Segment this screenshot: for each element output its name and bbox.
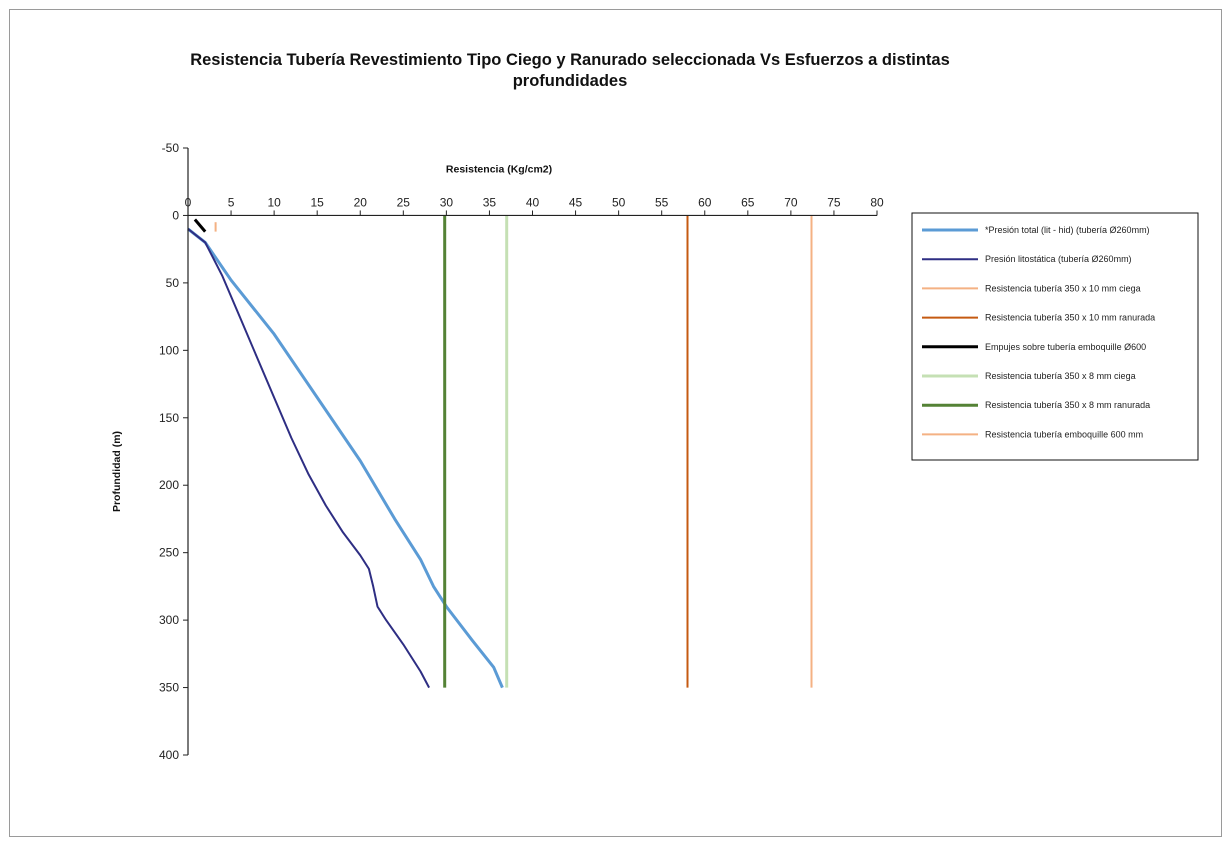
y-tick-label-9: 400 bbox=[159, 748, 179, 762]
y-tick-label-4: 150 bbox=[159, 411, 179, 425]
x-tick-label-1: 5 bbox=[228, 195, 235, 209]
x-tick-label-4: 20 bbox=[354, 195, 368, 209]
chart-title: Resistencia Tubería Revestimiento Tipo C… bbox=[190, 51, 950, 90]
legend-label-4: Empujes sobre tubería emboquille Ø600 bbox=[985, 342, 1146, 352]
x-tick-label-12: 60 bbox=[698, 195, 712, 209]
legend-label-2: Resistencia tubería 350 x 10 mm ciega bbox=[985, 283, 1141, 293]
y-tick-label-0: -50 bbox=[162, 141, 180, 155]
legend-label-1: Presión litostática (tubería Ø260mm) bbox=[985, 254, 1132, 264]
legend-label-6: Resistencia tubería 350 x 8 mm ranurada bbox=[985, 400, 1150, 410]
chart-marks bbox=[187, 215, 813, 689]
series-line-1 bbox=[187, 228, 430, 689]
y-tick-label-6: 250 bbox=[159, 546, 179, 560]
legend-label-3: Resistencia tubería 350 x 10 mm ranurada bbox=[985, 313, 1155, 323]
x-tick-label-0: 0 bbox=[185, 195, 192, 209]
y-tick-label-3: 100 bbox=[159, 343, 179, 357]
x-tick-label-5: 25 bbox=[397, 195, 411, 209]
series-line-0 bbox=[187, 227, 504, 689]
x-tick-label-8: 40 bbox=[526, 195, 540, 209]
y-axis-label: Profundidad (m) bbox=[111, 431, 123, 512]
legend-box bbox=[911, 212, 1199, 461]
y-tick-label-8: 350 bbox=[159, 681, 179, 695]
chart-axes: -50 0 50 100 150 200 250 300 350 400 0 5 10 15 20 25 30 3… bbox=[111, 141, 884, 762]
y-tick-label-1: 0 bbox=[172, 208, 179, 222]
y-tick-label-5: 200 bbox=[159, 478, 179, 492]
chart-legend: *Presión total (lit - hid) (tubería Ø260… bbox=[911, 212, 1199, 461]
x-tick-label-13: 65 bbox=[741, 195, 755, 209]
x-tick-label-11: 55 bbox=[655, 195, 669, 209]
x-tick-label-10: 50 bbox=[612, 195, 626, 209]
legend-label-5: Resistencia tubería 350 x 8 mm ciega bbox=[985, 371, 1136, 381]
x-tick-label-2: 10 bbox=[267, 195, 281, 209]
legend-label-7: Resistencia tubería emboquille 600 mm bbox=[985, 429, 1143, 439]
y-tick-label-2: 50 bbox=[166, 276, 180, 290]
legend-label-0: *Presión total (lit - hid) (tubería Ø260… bbox=[985, 225, 1150, 235]
x-axis-label: Resistencia (Kg/cm2) bbox=[446, 163, 552, 175]
x-tick-label-9: 45 bbox=[569, 195, 583, 209]
x-tick-label-16: 80 bbox=[870, 195, 884, 209]
x-tick-label-14: 70 bbox=[784, 195, 798, 209]
x-tick-label-7: 35 bbox=[483, 195, 497, 209]
x-tick-label-6: 30 bbox=[440, 195, 454, 209]
x-tick-label-15: 75 bbox=[827, 195, 841, 209]
y-tick-label-7: 300 bbox=[159, 613, 179, 627]
series-line-4 bbox=[193, 218, 207, 233]
x-tick-label-3: 15 bbox=[311, 195, 325, 209]
